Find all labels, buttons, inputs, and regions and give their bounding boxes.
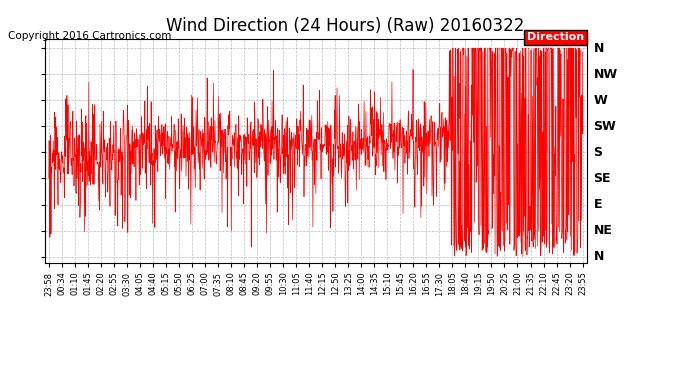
Text: S: S [593,146,602,159]
Text: N: N [593,250,604,263]
Text: NW: NW [593,68,618,81]
Text: SE: SE [593,172,611,185]
Text: E: E [593,198,602,211]
Text: SW: SW [593,120,616,133]
Text: NE: NE [593,224,612,237]
Text: Direction: Direction [527,33,584,42]
Text: Wind Direction (24 Hours) (Raw) 20160322: Wind Direction (24 Hours) (Raw) 20160322 [166,17,524,35]
Text: N: N [593,42,604,55]
Text: W: W [593,94,607,107]
Text: Copyright 2016 Cartronics.com: Copyright 2016 Cartronics.com [8,32,172,41]
